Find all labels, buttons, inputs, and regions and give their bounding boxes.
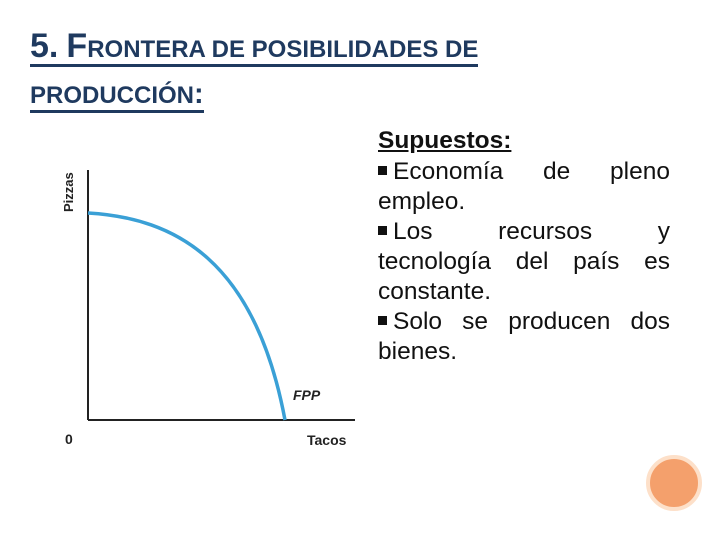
- ppf-diagram: Pizzas 0 Tacos FPP: [55, 160, 365, 460]
- title-line1-rest: RONTERA DE POSIBILIDADES DE: [87, 36, 479, 63]
- title-number: 5.: [30, 27, 59, 65]
- assumptions-block: Supuestos: Economía de pleno empleo. Los…: [378, 126, 670, 367]
- ppf-svg: Pizzas 0 Tacos FPP: [61, 170, 355, 448]
- title-line2: PRODUCCIÓN: [30, 82, 195, 109]
- assumptions-heading: Supuestos:: [378, 127, 512, 154]
- title-first-letter: F: [66, 27, 88, 65]
- title-colon: :: [194, 78, 204, 110]
- origin-label: 0: [65, 431, 73, 447]
- bullet-square-icon: [378, 226, 387, 235]
- bullet-square-icon: [378, 166, 387, 175]
- x-axis-label: Tacos: [307, 432, 347, 448]
- y-axis-label: Pizzas: [61, 172, 76, 212]
- title-line-1: 5. FRONTERA DE POSIBILIDADES DE: [30, 22, 630, 70]
- title-line-2: PRODUCCIÓN:: [30, 70, 630, 118]
- curve-label: FPP: [293, 387, 321, 403]
- assumption-item: Solo se producen dos bienes.: [378, 308, 670, 365]
- ppf-curve: [87, 211, 287, 421]
- assumption-item: Economía de pleno empleo.: [378, 158, 670, 215]
- decorative-circle: [646, 455, 702, 511]
- slide-title: 5. FRONTERA DE POSIBILIDADES DE PRODUCCI…: [30, 22, 630, 118]
- bullet-square-icon: [378, 316, 387, 325]
- assumption-item: Los recursos y tecnología del país es co…: [378, 218, 670, 305]
